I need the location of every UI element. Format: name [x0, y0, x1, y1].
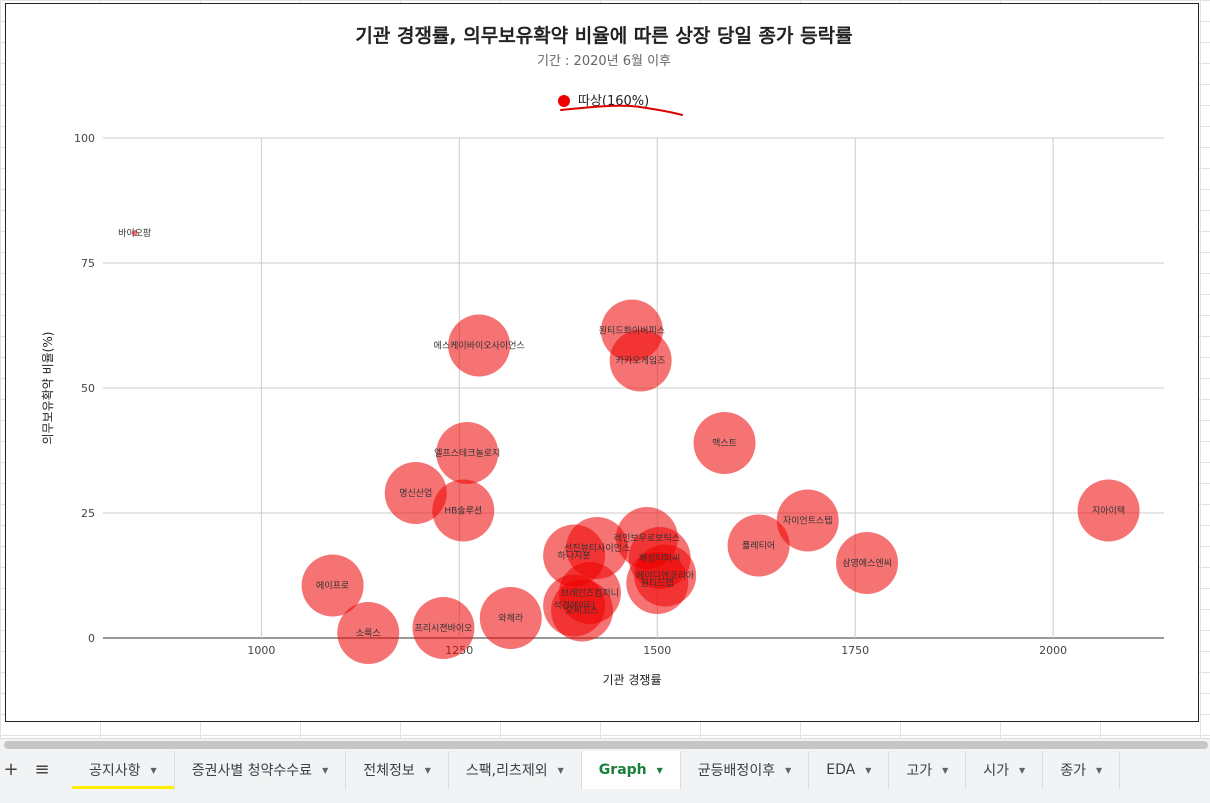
y-tick-label: 25 — [81, 507, 95, 520]
data-point-bubble[interactable] — [479, 587, 542, 649]
sheet-tab-label: 증권사별 청약수수료 — [191, 763, 313, 779]
data-point-bubble[interactable] — [384, 462, 447, 524]
chart-container[interactable]: 기관 경쟁률, 의무보유확약 비율에 따른 상장 당일 종가 등락률 기간 : … — [5, 3, 1199, 722]
y-tick-label: 0 — [88, 632, 95, 645]
data-point-label: 삼영에스엔씨 — [842, 558, 892, 569]
data-point-bubble[interactable] — [836, 532, 899, 594]
data-point-bubble[interactable] — [551, 579, 614, 642]
horizontal-scrollbar[interactable] — [0, 738, 1210, 752]
x-tick-label: 1000 — [247, 644, 275, 657]
sheet-tab[interactable]: Graph ▼ — [581, 751, 681, 789]
data-point-label: 원티드화이버피스 — [599, 326, 665, 337]
data-point-label: 레인보우로보틱스 — [614, 532, 680, 544]
caret-down-icon[interactable]: ▼ — [557, 765, 564, 775]
data-point-bubble[interactable] — [412, 597, 475, 659]
legend-marker — [558, 95, 570, 107]
caret-down-icon[interactable]: ▼ — [656, 765, 663, 775]
data-point-bubble[interactable] — [448, 314, 511, 377]
caret-down-icon[interactable]: ▼ — [785, 765, 792, 775]
data-point-label: 명신산업 — [399, 488, 432, 499]
data-point-label: 소룩스 — [356, 628, 381, 639]
data-point-label: 엘프스테크놀로지 — [434, 448, 500, 459]
sheet-tab-label: 시가 — [983, 763, 1010, 779]
sheet-tab-label: 균등배정이후 — [697, 763, 776, 779]
tab-color-indicator — [72, 786, 174, 789]
data-point-label: 해성티피씨 — [639, 553, 680, 564]
sheet-tab-label: 고가 — [906, 763, 933, 779]
data-point-bubble[interactable] — [727, 514, 790, 577]
data-point-label: 프리시젼바이오 — [414, 622, 472, 634]
y-tick-label: 50 — [81, 382, 95, 395]
data-point-label: 와체라 — [498, 612, 524, 624]
data-point-label: 에스케이바이오사이언스 — [434, 340, 525, 352]
caret-down-icon[interactable]: ▼ — [942, 765, 949, 775]
data-point-label: 카카오게임즈 — [616, 355, 666, 367]
sheet-tab[interactable]: 시가 ▼ — [966, 751, 1044, 789]
caret-down-icon[interactable]: ▼ — [322, 765, 329, 775]
chart-bubbles — [131, 230, 1140, 664]
data-point-label: 지아이텍 — [1092, 506, 1125, 517]
caret-down-icon[interactable]: ▼ — [424, 765, 431, 775]
x-axis-title: 기관 경쟁률 — [602, 673, 661, 687]
data-point-bubble[interactable] — [776, 489, 839, 552]
sheet-tab-label: 스팩,리츠제외 — [465, 763, 548, 779]
x-tick-label: 1500 — [643, 644, 671, 657]
data-point-label: 바이오팜 — [118, 228, 151, 239]
sheet-tab[interactable]: 전체정보 ▼ — [346, 751, 449, 789]
sheet-tab-label: EDA — [826, 762, 856, 778]
chart-subtitle: 기간 : 2020년 6월 이후 — [537, 54, 671, 69]
data-point-bubble[interactable] — [301, 554, 364, 617]
data-point-label: 석경에이티 — [553, 600, 594, 612]
data-point-label: 브레인즈컴퍼니 — [561, 587, 619, 599]
data-point-bubble[interactable] — [626, 552, 689, 614]
data-point-label: 하나지분 — [558, 551, 591, 562]
sheet-tab[interactable]: 스팩,리츠제외 ▼ — [449, 751, 582, 789]
data-point-bubble[interactable] — [1077, 479, 1140, 542]
data-point-label: 맥스트 — [712, 438, 737, 449]
chart-title: 기관 경쟁률, 의무보유확약 비율에 따른 상장 당일 종가 등락률 — [355, 24, 852, 47]
plus-icon[interactable]: + — [3, 759, 19, 780]
caret-down-icon[interactable]: ▼ — [1019, 765, 1026, 775]
data-point-label: HB솔루션 — [444, 506, 482, 517]
caret-down-icon[interactable]: ▼ — [1095, 765, 1103, 775]
scrollbar-thumb[interactable] — [4, 741, 1208, 749]
data-point-bubble[interactable] — [337, 602, 400, 664]
data-point-label: 에이프로 — [316, 581, 349, 592]
legend-label: 따상(160%) — [578, 94, 649, 109]
caret-down-icon[interactable]: ▼ — [150, 765, 157, 775]
sheet-tabs: 공지사항 ▼ 증권사별 청약수수료 ▼ 전체정보 ▼ 스팩,리츠제외 ▼ Graph ▼ 균등배정이… — [72, 751, 1121, 789]
caret-down-icon[interactable]: ▼ — [865, 765, 872, 775]
sheet-tab[interactable]: 종가 ▼ — [1043, 751, 1121, 789]
y-tick-label: 100 — [74, 132, 95, 145]
data-point-label: 에이디엔코리아 — [636, 571, 695, 582]
data-point-bubble[interactable] — [432, 479, 495, 542]
sheet-tab-label: 전체정보 — [363, 763, 415, 779]
sheet-tab[interactable]: 공지사항 ▼ — [72, 751, 175, 789]
y-axis-title: 의무보유확약 비율(%) — [40, 332, 55, 445]
data-point-bubble[interactable] — [609, 329, 672, 392]
data-point-bubble[interactable] — [436, 422, 499, 484]
sheet-tab-bar: + ≡ 공지사항 ▼ 증권사별 청약수수료 ▼ 전체정보 ▼ 스팩,리츠제외 ▼ Graph ▼ 균… — [0, 751, 1210, 803]
chart-grid: 025507510010001250150017502000 — [74, 132, 1164, 657]
sheet-tab-label: Graph — [598, 762, 647, 778]
data-point-label: 자이언트스텝 — [783, 515, 833, 527]
data-point-label: 오비고스 — [565, 606, 598, 617]
bubble-chart: 기관 경쟁률, 의무보유확약 비율에 따른 상장 당일 종가 등락률 기간 : … — [40, 24, 1164, 687]
sheet-tab[interactable]: 균등배정이후 ▼ — [681, 751, 810, 789]
sheet-tab[interactable]: 증권사별 청약수수료 ▼ — [175, 751, 347, 789]
data-point-label: 원티드랩 — [641, 577, 674, 589]
y-tick-label: 75 — [81, 257, 95, 270]
menu-icon[interactable]: ≡ — [34, 759, 50, 780]
data-point-bubble[interactable] — [693, 412, 756, 474]
data-point-label: 선진뷰티사이언스 — [564, 542, 630, 554]
x-tick-label: 1750 — [841, 644, 869, 657]
sheet-tab[interactable]: 고가 ▼ — [889, 751, 967, 789]
sheet-tab[interactable]: EDA ▼ — [809, 751, 890, 789]
data-point-label: 플레티어 — [742, 541, 775, 552]
x-tick-label: 2000 — [1039, 644, 1067, 657]
data-point-bubble[interactable] — [131, 230, 138, 236]
sheet-tab-label: 종가 — [1060, 763, 1086, 779]
sheet-tab-label: 공지사항 — [89, 763, 141, 779]
